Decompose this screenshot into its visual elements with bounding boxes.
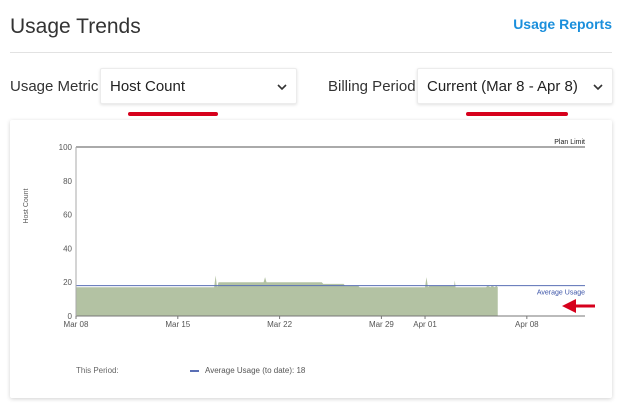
average-usage-legend-text: Average Usage (to date): 18 bbox=[205, 366, 306, 375]
page-title: Usage Trends bbox=[10, 15, 141, 38]
y-tick-label: 20 bbox=[63, 278, 72, 287]
usage-reports-link[interactable]: Usage Reports bbox=[513, 16, 612, 32]
billing-period-label: Billing Period bbox=[328, 78, 416, 95]
average-usage-legend: Average Usage (to date): 18 bbox=[190, 366, 305, 375]
plan-limit-label: Plan Limit bbox=[554, 139, 585, 146]
average-usage-label: Average Usage bbox=[537, 290, 585, 297]
this-period-label: This Period: bbox=[76, 366, 119, 375]
chevron-down-icon bbox=[277, 84, 287, 91]
y-axis-label: Host Count bbox=[23, 188, 30, 223]
host-count-chart: Host Count 0 20 40 60 80 100 Mar 08 Mar 15 Mar … bbox=[23, 139, 595, 329]
x-tick-label: Mar 15 bbox=[165, 320, 190, 329]
y-tick-label: 80 bbox=[63, 177, 72, 186]
usage-metric-select[interactable]: Host Count bbox=[100, 68, 297, 104]
y-tick-label: 60 bbox=[63, 211, 72, 220]
legend-swatch bbox=[190, 369, 199, 372]
red-underline-annotation bbox=[466, 112, 568, 116]
host-count-area bbox=[76, 275, 498, 316]
x-tick-label: Mar 22 bbox=[267, 320, 292, 329]
usage-chart-panel: Host Count 0 20 40 60 80 100 Mar 08 Mar 15 Mar … bbox=[10, 120, 612, 398]
x-tick-label: Mar 29 bbox=[369, 320, 394, 329]
billing-period-value: Current (Mar 8 - Apr 8) bbox=[427, 78, 578, 95]
header-divider bbox=[10, 52, 612, 53]
y-tick-label: 0 bbox=[68, 312, 73, 321]
red-underline-annotation bbox=[128, 112, 218, 116]
y-tick-label: 100 bbox=[59, 143, 73, 152]
usage-metric-value: Host Count bbox=[110, 78, 186, 95]
x-tick-label: Apr 01 bbox=[413, 320, 437, 329]
usage-metric-label: Usage Metric bbox=[10, 78, 99, 95]
chevron-down-icon bbox=[593, 84, 603, 91]
red-arrow-icon bbox=[562, 299, 595, 313]
x-tick-label: Mar 08 bbox=[64, 320, 89, 329]
y-tick-label: 40 bbox=[63, 244, 72, 253]
billing-period-select[interactable]: Current (Mar 8 - Apr 8) bbox=[417, 68, 613, 104]
x-tick-label: Apr 08 bbox=[515, 320, 539, 329]
